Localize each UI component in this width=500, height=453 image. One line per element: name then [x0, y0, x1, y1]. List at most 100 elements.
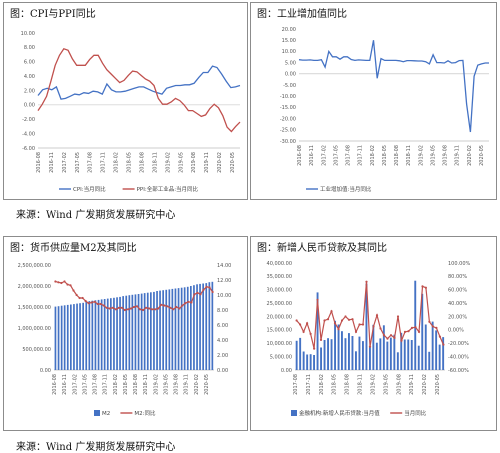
- line-point: [57, 281, 60, 284]
- bar: [327, 338, 329, 370]
- line-point: [108, 307, 111, 310]
- x-tick-label: 2019-11: [455, 145, 461, 166]
- new-loans-panel: 图：新增人民币贷款及其同比 40,000.00 35,000.00 30,000.0…: [250, 236, 497, 431]
- x-tick-label: 2017-02: [72, 374, 78, 395]
- line-point: [135, 305, 139, 308]
- x-tick-label: 2019-02: [370, 374, 376, 395]
- bar: [88, 301, 91, 370]
- line-point: [90, 301, 93, 304]
- bar: [122, 296, 124, 370]
- y-tick-label: 0.00: [285, 72, 296, 78]
- bar: [196, 284, 198, 370]
- line-point: [166, 305, 169, 308]
- x-tick-label: 2018-11: [152, 152, 158, 173]
- bar: [403, 339, 406, 370]
- line-point: [344, 315, 347, 318]
- series-line-1: [37, 48, 241, 133]
- bar: [355, 351, 357, 370]
- bar: [299, 337, 302, 370]
- y-tick-label: 5.00: [285, 60, 296, 66]
- x-tick-label: 2020-05: [204, 374, 210, 395]
- x-tick-label: 2017-02: [62, 152, 68, 173]
- bar: [183, 287, 186, 370]
- x-tick-label: 2017-08: [93, 374, 99, 395]
- line-point: [347, 318, 351, 321]
- x-tick-label: 2017-11: [101, 152, 107, 173]
- legend-swatch: [94, 410, 100, 416]
- y-tick-label: -30.00: [280, 139, 296, 145]
- x-tick-label: 2020-02: [467, 145, 473, 166]
- y-tick-label-right: 60.00%: [448, 288, 467, 294]
- y-tick-label: -15.00: [280, 105, 296, 111]
- y-tick-label: -4.00: [22, 131, 35, 137]
- x-tick-label: 2020-05: [479, 145, 485, 166]
- y-tick-label-left: 40,000.00: [267, 261, 292, 267]
- line-point: [407, 330, 410, 333]
- bar: [193, 285, 195, 370]
- bar: [428, 351, 431, 370]
- x-tick-label: 2020-05: [435, 374, 441, 395]
- line-point: [145, 306, 148, 309]
- line-point: [175, 305, 178, 309]
- line-point: [396, 315, 400, 318]
- bar: [199, 283, 201, 370]
- y-tick-label-right: 2.00: [217, 353, 228, 359]
- x-tick-label: 2016-08: [36, 152, 42, 173]
- source-note-top: 来源：Wind 广发期货发展研究中心: [16, 210, 176, 221]
- line-point: [87, 302, 90, 305]
- x-tick-label: 2018-08: [139, 152, 145, 173]
- bar: [375, 342, 378, 370]
- x-tick-label: 2018-02: [370, 145, 376, 166]
- x-tick-label: 2017-11: [306, 374, 312, 395]
- bar: [295, 340, 298, 370]
- line-point: [99, 302, 102, 306]
- line-point: [358, 323, 361, 326]
- bar: [205, 283, 208, 370]
- y-tick-label: -2.00: [22, 117, 35, 123]
- bar: [302, 351, 305, 370]
- bar: [131, 294, 134, 370]
- bar: [85, 302, 88, 370]
- x-tick-label: 2016-11: [309, 145, 315, 166]
- line-point: [157, 307, 160, 310]
- line-point: [393, 336, 396, 339]
- cpi-ppi-panel: 图：CPI与PPI同比 10.00 8.00 6.00 4.00 2.00 0.00 -2.…: [3, 2, 248, 200]
- bar: [180, 287, 183, 370]
- line-point: [63, 280, 66, 283]
- bar: [407, 339, 410, 370]
- line-point: [386, 337, 389, 340]
- line-point: [120, 306, 123, 309]
- bar: [400, 332, 403, 370]
- bar: [362, 341, 364, 370]
- bar: [116, 297, 118, 370]
- bar: [140, 293, 143, 370]
- line-point: [160, 303, 163, 306]
- bar: [174, 288, 177, 370]
- panel-title: 图：CPI与PPI同比: [10, 9, 96, 20]
- x-tick-label: 2018-08: [133, 374, 139, 395]
- legend-label: M2: [102, 411, 110, 417]
- line-point: [114, 308, 117, 311]
- y-tick-label-right: 40.00%: [448, 301, 467, 307]
- bar: [110, 298, 112, 370]
- line-point: [382, 334, 386, 337]
- y-tick-label: -6.00: [22, 146, 35, 152]
- x-tick-label: 2019-11: [409, 374, 415, 395]
- x-tick-label: 2017-11: [358, 145, 364, 166]
- y-tick-label-left: 25,000.00: [267, 301, 292, 307]
- x-tick-label: 2017-08: [88, 152, 94, 173]
- line-point: [309, 332, 312, 335]
- cpi-ppi-chart: 10.00 8.00 6.00 4.00 2.00 0.00 -2.00 -4.00 -6.00…: [21, 31, 241, 193]
- y-tick-label: 10.00: [21, 31, 35, 37]
- x-tick-label: 2017-05: [75, 152, 81, 173]
- y-tick-label-right: 8.00: [217, 308, 228, 314]
- y-tick-label-left: 10,000.00: [267, 341, 292, 347]
- line-point: [123, 308, 126, 312]
- x-tick-label: 2019-02: [165, 152, 171, 173]
- line-point: [181, 304, 184, 307]
- bar: [190, 286, 192, 370]
- x-tick-label: 2017-05: [82, 374, 88, 395]
- y-tick-label-left: 35,000.00: [267, 274, 292, 280]
- bar: [334, 320, 336, 370]
- y-tick-label-right: 0.00: [217, 368, 228, 374]
